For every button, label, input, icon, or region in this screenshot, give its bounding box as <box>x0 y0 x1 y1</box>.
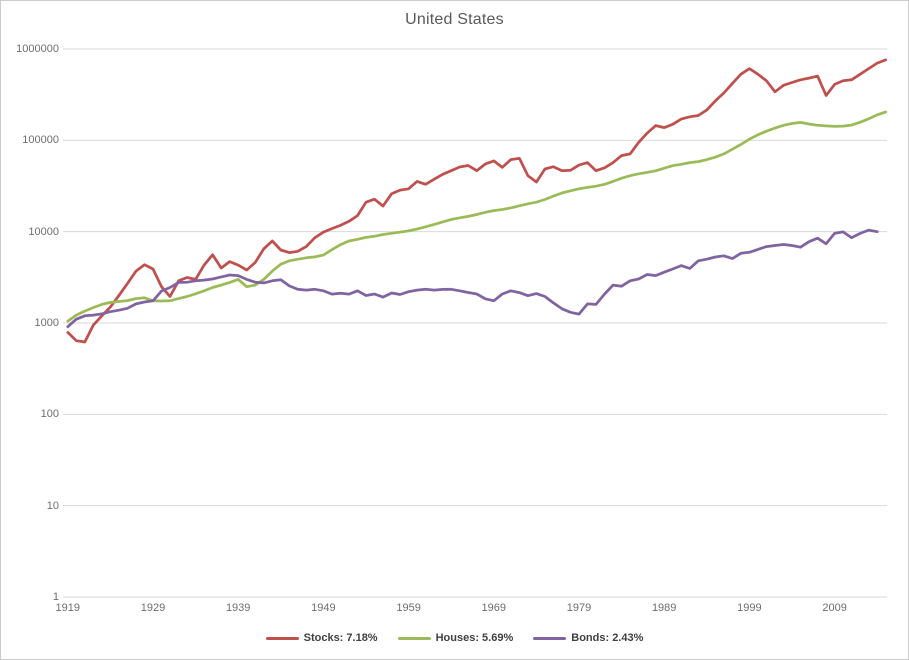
y-axis-tick-label: 10 <box>46 499 59 512</box>
legend-label-houses: Houses: 5.69% <box>435 632 514 644</box>
x-axis-tick-label: 1969 <box>481 602 507 614</box>
legend-item-houses[interactable]: Houses: 5.69% <box>397 632 514 644</box>
legend-item-stocks[interactable]: Stocks: 7.18% <box>265 632 378 644</box>
x-axis-tick-label: 2009 <box>822 602 847 614</box>
x-axis-tick-label: 1929 <box>140 602 166 614</box>
x-axis-tick-label: 1949 <box>311 602 336 614</box>
y-axis-tick-label: 10000 <box>28 225 59 238</box>
chart-title: United States <box>405 11 504 28</box>
legend-item-bonds[interactable]: Bonds: 2.43% <box>533 632 643 644</box>
series-line-houses <box>66 110 888 323</box>
stocks-line-swatch <box>265 636 299 640</box>
y-axis-tick-label: 1000000 <box>16 43 59 55</box>
legend-label-stocks: Stocks: 7.18% <box>303 632 378 644</box>
x-axis-tick-label: 1939 <box>225 602 251 614</box>
series-line-stocks <box>66 58 888 344</box>
x-axis-tick-label: 1979 <box>566 602 592 614</box>
y-axis-tick-label: 100000 <box>22 134 59 147</box>
bonds-line-swatch <box>533 636 567 640</box>
legend-label-bonds: Bonds: 2.43% <box>571 632 644 644</box>
x-axis-tick-label: 1989 <box>651 602 677 614</box>
legend: Stocks: 7.18% Houses: 5.69% Bonds: 2.43% <box>1 629 908 647</box>
y-axis-tick-label: 1 <box>52 591 59 603</box>
y-axis-tick-label: 100 <box>40 408 59 421</box>
x-axis-tick-label: 1999 <box>737 602 762 614</box>
y-axis-tick-label: 1000 <box>34 317 59 329</box>
houses-line-swatch <box>397 636 431 640</box>
series-line-bonds <box>66 228 879 329</box>
x-axis-tick-label: 1919 <box>55 602 81 614</box>
x-axis-tick-label: 1959 <box>396 602 421 614</box>
